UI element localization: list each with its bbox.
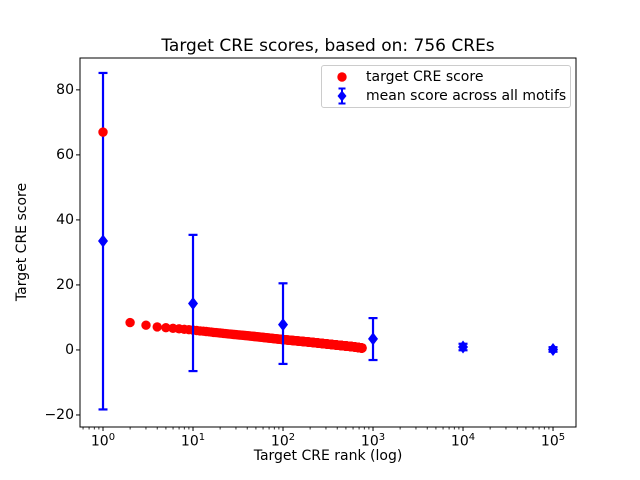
- legend-label-mean: mean score across all motifs: [366, 87, 567, 104]
- chart-title: Target CRE scores, based on: 756 CREs: [161, 36, 495, 56]
- red-dot-icon: [337, 72, 347, 82]
- y-tick-label: 80: [56, 81, 74, 98]
- y-tick-label: 0: [65, 341, 74, 358]
- red-scatter-top-point: [98, 127, 108, 137]
- x-tick-label: 105: [540, 432, 566, 450]
- x-tick-label: 100: [90, 432, 116, 450]
- legend-item-target: target CRE score: [322, 68, 570, 87]
- y-tick-label: 40: [56, 211, 74, 228]
- y-tick-label: 60: [56, 146, 74, 163]
- blue-diamond-icon: [337, 87, 347, 105]
- mean-errorbar-series: [98, 71, 559, 411]
- y-tick-label: 20: [56, 276, 74, 293]
- axes: [76, 57, 577, 431]
- y-axis-label: Target CRE score: [14, 182, 30, 302]
- legend-label-target: target CRE score: [366, 69, 484, 86]
- x-tick-label: 103: [360, 432, 386, 450]
- legend-item-mean: mean score across all motifs: [322, 87, 570, 106]
- legend: target CRE score mean score across all m…: [321, 65, 571, 108]
- x-axis-label: Target CRE rank (log): [253, 448, 403, 464]
- x-tick-label: 102: [270, 432, 296, 450]
- y-tick-label: −20: [44, 406, 74, 423]
- x-tick-label: 104: [450, 432, 476, 450]
- red-scatter-series: [125, 317, 367, 353]
- x-tick-label: 101: [180, 432, 206, 450]
